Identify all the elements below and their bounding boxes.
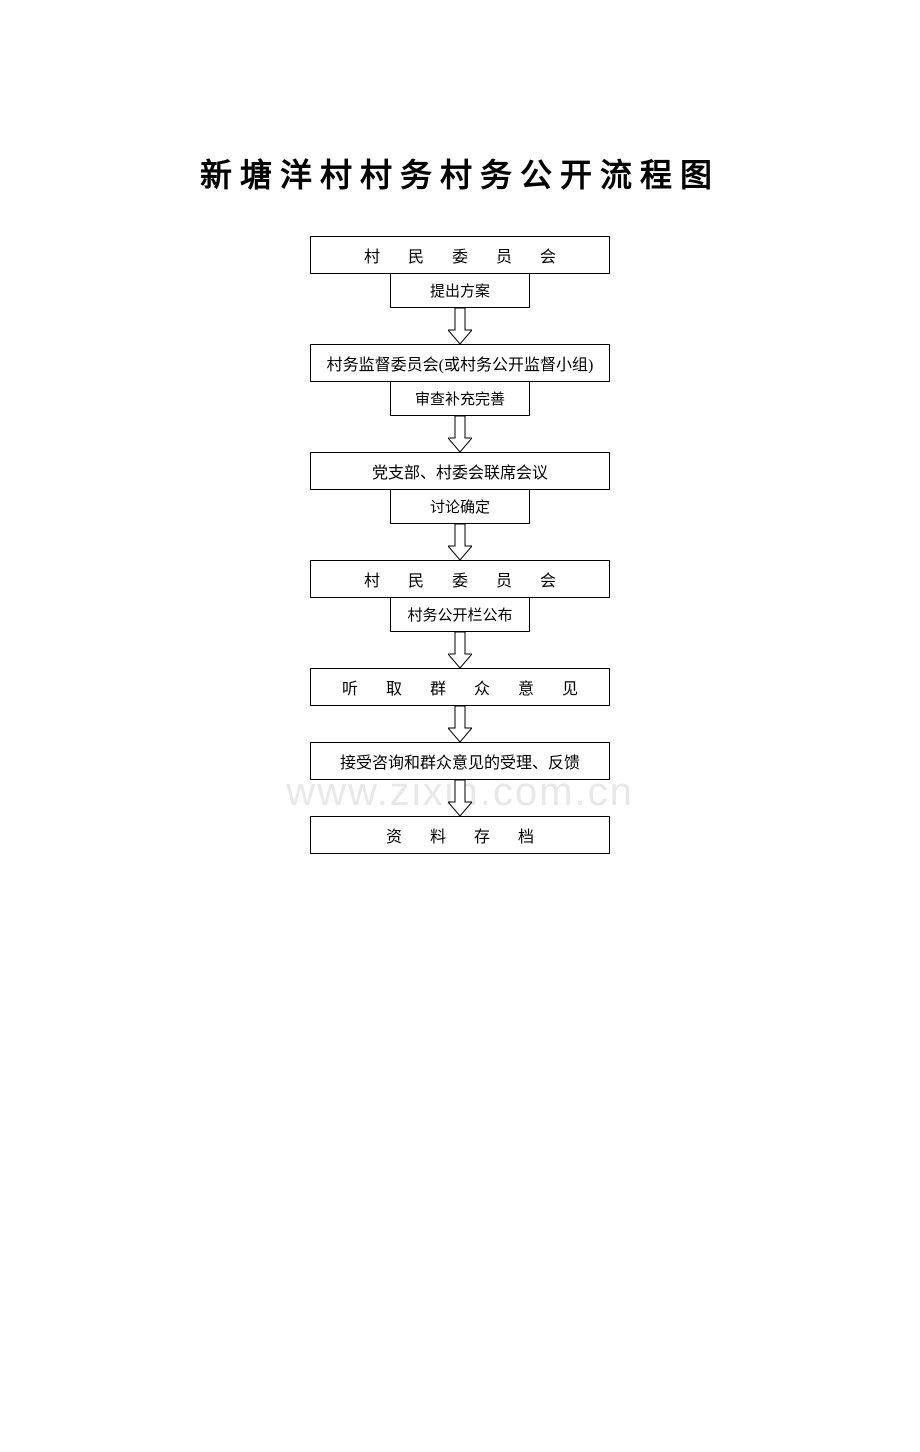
page-title: 新塘洋村村务村务公开流程图 — [0, 150, 920, 196]
flow-node-sub: 讨论确定 — [390, 490, 530, 524]
arrow-down-icon — [448, 524, 472, 560]
arrow-down-icon — [448, 632, 472, 668]
flow-node: 党支部、村委会联席会议 — [310, 452, 610, 490]
flow-node: 听 取 群 众 意 见 — [310, 668, 610, 706]
flow-node-sub: 提出方案 — [390, 274, 530, 308]
arrow-down-icon — [448, 308, 472, 344]
arrow-down-icon — [448, 780, 472, 816]
flow-node-sub: 审查补充完善 — [390, 382, 530, 416]
flow-node: 接受咨询和群众意见的受理、反馈 — [310, 742, 610, 780]
flow-node: 村务监督委员会(或村务公开监督小组) — [310, 344, 610, 382]
flow-node: 资 料 存 档 — [310, 816, 610, 854]
flow-node: 村 民 委 员 会 — [310, 236, 610, 274]
flowchart-container: 村 民 委 员 会提出方案村务监督委员会(或村务公开监督小组)审查补充完善党支部… — [0, 236, 920, 854]
arrow-down-icon — [448, 706, 472, 742]
flow-node-sub: 村务公开栏公布 — [390, 598, 530, 632]
flow-node: 村 民 委 员 会 — [310, 560, 610, 598]
arrow-down-icon — [448, 416, 472, 452]
